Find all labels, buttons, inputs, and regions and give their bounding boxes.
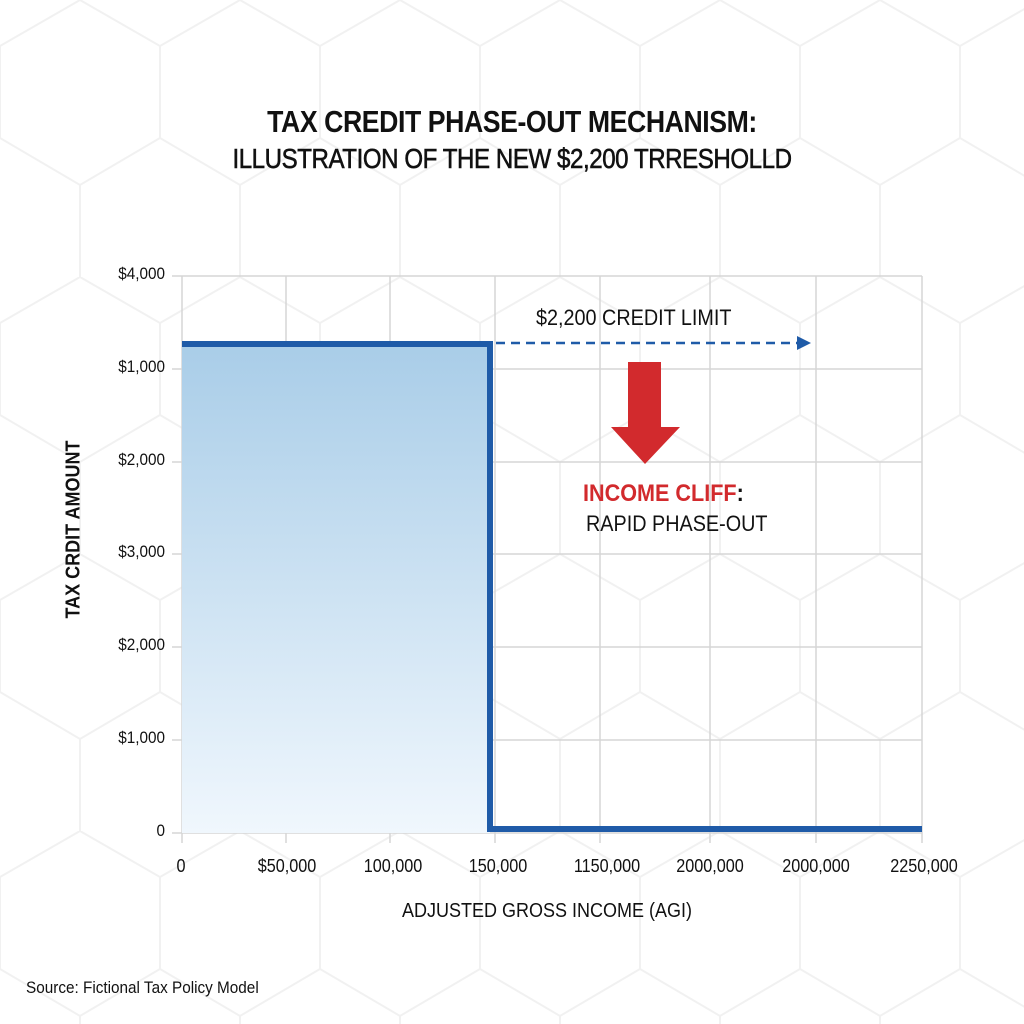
x-tick-label: 100,000 xyxy=(363,856,423,876)
x-tick-label: 2250,000 xyxy=(890,856,958,876)
x-tick-label: 1150,000 xyxy=(573,856,641,876)
credit-limit-arrowhead-icon xyxy=(797,336,811,350)
y-tick-label: $1,000 xyxy=(118,728,165,747)
x-tick-label: 0 xyxy=(176,856,186,876)
y-axis-label: TAX CRDIT AMOUNT xyxy=(62,440,85,619)
y-tick-label: $2,000 xyxy=(118,450,165,469)
x-axis-label: ADJUSTED GROSS INCOME (AGI) xyxy=(401,900,693,922)
source-note: Source: Fictional Tax Policy Model xyxy=(26,978,259,997)
y-tick-label: $4,000 xyxy=(118,264,165,283)
y-tick-label: 0 xyxy=(156,821,165,840)
credit-limit-annotation: $2,200 CREDIT LIMIT xyxy=(536,305,732,330)
y-tick-label: $1,000 xyxy=(118,357,165,376)
x-tick-label: 2000,000 xyxy=(676,856,744,876)
credit-step-line xyxy=(182,341,922,832)
rapid-phase-out-annotation: RAPID PHASE-OUT xyxy=(586,511,768,536)
income-cliff-label: INCOME CLIFF xyxy=(583,480,737,507)
income-cliff-annotation: INCOME CLIFF: xyxy=(583,480,744,508)
x-tick-label: $50,000 xyxy=(257,856,317,876)
chart-title: TAX CREDIT PHASE-OUT MECHANISM: xyxy=(267,104,757,139)
chart-subtitle: ILLUSTRATION OF THE NEW $2,200 TRRESHOLL… xyxy=(232,143,792,175)
x-tick-label: 150,000 xyxy=(468,856,528,876)
y-tick-label: $3,000 xyxy=(118,542,165,561)
cliff-down-arrow-icon xyxy=(611,362,680,464)
y-tick-label: $2,000 xyxy=(118,635,165,654)
income-cliff-colon: : xyxy=(736,480,744,507)
x-tick-label: 2000,000 xyxy=(782,856,850,876)
credit-area-fill xyxy=(182,344,490,833)
